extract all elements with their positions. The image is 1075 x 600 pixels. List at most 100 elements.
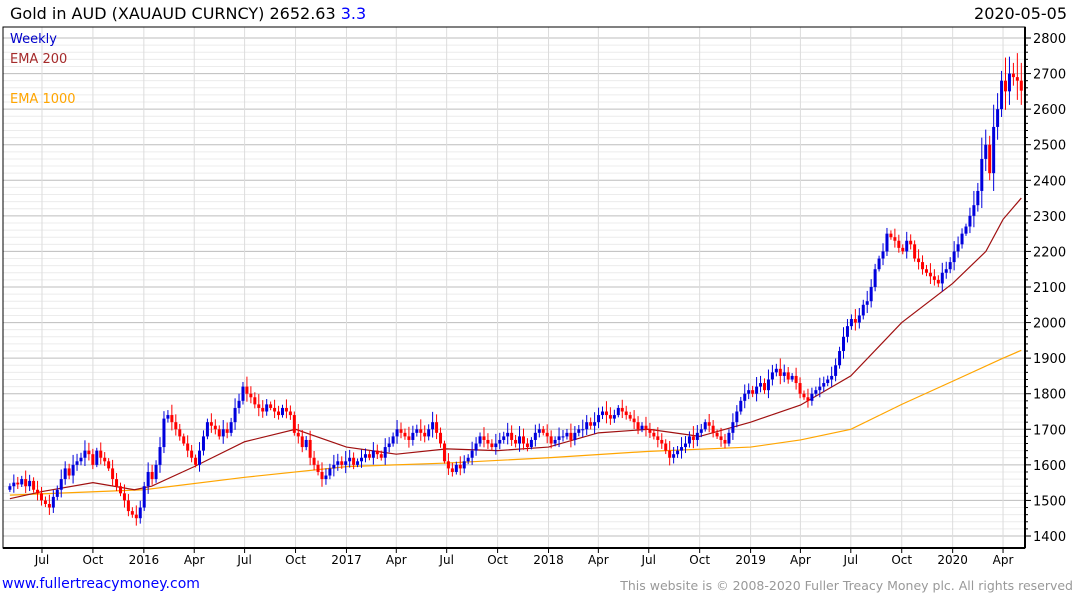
- candle-body: [348, 457, 352, 462]
- candle-body: [111, 468, 115, 480]
- y-tick-label: 2200: [1033, 245, 1066, 260]
- candle-body: [707, 422, 711, 426]
- candle-body: [312, 457, 316, 465]
- candle-body: [668, 450, 672, 458]
- candle-body: [980, 158, 984, 191]
- candle-body: [640, 425, 644, 430]
- x-tick-label: 2017: [331, 553, 362, 567]
- candle-body: [458, 464, 462, 469]
- candle-body: [205, 422, 209, 437]
- candle-body: [146, 471, 150, 487]
- candle-body: [474, 443, 478, 451]
- candle-body: [233, 407, 237, 423]
- y-tick-label: 2300: [1033, 210, 1066, 225]
- legend-weekly: Weekly: [10, 32, 57, 47]
- candle-body: [723, 439, 727, 444]
- candle-body: [561, 436, 565, 438]
- candle-body: [901, 247, 905, 252]
- y-tick-label: 2800: [1033, 32, 1066, 47]
- candle-body: [715, 432, 719, 437]
- candle-body: [178, 429, 182, 437]
- candle-body: [296, 432, 300, 437]
- candle-body: [403, 432, 407, 437]
- candle-body: [573, 432, 577, 440]
- x-tick-label: 2020: [937, 553, 968, 567]
- candle-body: [190, 450, 194, 458]
- candle-body: [273, 407, 277, 412]
- x-tick-label: Apr: [386, 553, 407, 567]
- candle-body: [1003, 80, 1007, 92]
- candle-body: [391, 436, 395, 444]
- candle-body: [956, 244, 960, 252]
- x-tick-label: Oct: [689, 553, 710, 567]
- candle-body: [762, 383, 766, 391]
- candle-body: [367, 454, 371, 458]
- candle-body: [952, 251, 956, 263]
- candle-body: [482, 436, 486, 440]
- candle-body: [95, 450, 99, 465]
- candle-body: [24, 479, 28, 487]
- candle-body: [280, 407, 284, 416]
- candle-body: [28, 480, 32, 487]
- candle-body: [834, 365, 838, 376]
- candle-body: [964, 226, 968, 234]
- candle-body: [371, 450, 375, 458]
- candle-body: [36, 489, 40, 494]
- candle-body: [407, 436, 411, 440]
- candle-body: [960, 233, 964, 245]
- candle-body: [494, 443, 498, 448]
- y-tick-label: 2600: [1033, 103, 1066, 118]
- candle-body: [636, 422, 640, 430]
- candle-body: [905, 240, 909, 252]
- x-tick-label: Apr: [993, 553, 1014, 567]
- candle-body: [968, 215, 972, 227]
- candle-body: [332, 464, 336, 469]
- candle-body: [67, 468, 71, 476]
- candle-body: [569, 432, 573, 440]
- candle-body: [976, 190, 980, 206]
- candle-body: [751, 390, 755, 394]
- y-tick-label: 1900: [1033, 352, 1066, 367]
- candle-body: [921, 262, 925, 270]
- candle-body: [284, 407, 288, 412]
- candle-body: [972, 205, 976, 216]
- candle-body: [984, 144, 988, 159]
- candle-body: [743, 393, 747, 401]
- candle-body: [533, 432, 537, 440]
- candle-body: [755, 386, 759, 394]
- candle-body: [672, 454, 676, 458]
- ema200-line: [9, 197, 1022, 500]
- candle-body: [541, 429, 545, 433]
- candle-body: [225, 429, 229, 433]
- candle-body: [656, 436, 660, 440]
- candle-body: [822, 383, 826, 387]
- candle-body: [304, 439, 308, 448]
- candle-body: [277, 411, 281, 416]
- candle-body: [620, 407, 624, 412]
- candle-body: [680, 447, 684, 451]
- website-link[interactable]: www.fullertreacymoney.com: [2, 576, 200, 592]
- candle-body: [446, 461, 450, 469]
- candle-body: [585, 422, 589, 430]
- candle-body: [16, 482, 20, 485]
- candle-body: [810, 393, 814, 401]
- candle-body: [786, 372, 790, 380]
- candle-body: [857, 315, 861, 323]
- candle-body: [103, 457, 107, 462]
- candle-body: [928, 272, 932, 277]
- candle-body: [782, 372, 786, 376]
- candle-body: [32, 480, 36, 490]
- x-tick-label: Jul: [640, 553, 655, 567]
- candle-body: [897, 240, 901, 248]
- candle-body: [731, 422, 735, 433]
- candle-body: [814, 390, 818, 394]
- candle-body: [154, 464, 158, 480]
- candle-body: [59, 479, 63, 490]
- chart-date: 2020-05-05: [974, 4, 1067, 23]
- ema1000-line: [9, 349, 1022, 496]
- candle-body: [830, 375, 834, 380]
- candle-body: [581, 429, 585, 431]
- candle-body: [889, 233, 893, 238]
- candle-body: [324, 475, 328, 480]
- candle-body: [660, 439, 664, 444]
